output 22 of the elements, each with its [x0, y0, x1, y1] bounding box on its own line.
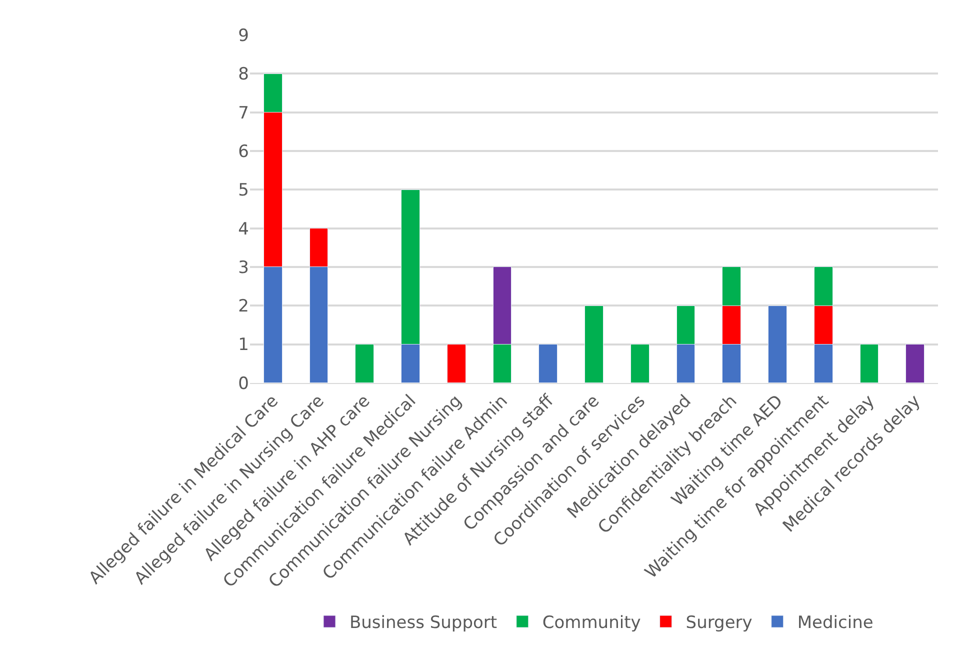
- legend-label: Community: [542, 613, 641, 634]
- bar: [355, 344, 374, 383]
- y-tick-label: 1: [238, 335, 249, 356]
- y-tick-label: 8: [238, 64, 249, 85]
- y-tick-label: 4: [238, 219, 249, 240]
- bar: [906, 344, 924, 383]
- bar: [768, 305, 787, 383]
- legend-label: Medicine: [797, 613, 874, 634]
- y-tick-label: 2: [238, 296, 249, 317]
- y-tick-label: 3: [238, 258, 249, 278]
- y-tick-label: 0: [238, 374, 249, 394]
- y-tick-label: 7: [238, 103, 249, 124]
- bar: [584, 305, 604, 383]
- y-tick-label: 6: [238, 142, 249, 162]
- bar: [538, 344, 558, 383]
- y-tick-label: 9: [238, 26, 249, 46]
- bar: [630, 344, 650, 383]
- y-tick-label: 5: [238, 180, 249, 201]
- legend-label: Business Support: [350, 613, 498, 634]
- bar: [860, 344, 879, 383]
- legend-label: Surgery: [686, 613, 752, 634]
- bar: [446, 344, 466, 383]
